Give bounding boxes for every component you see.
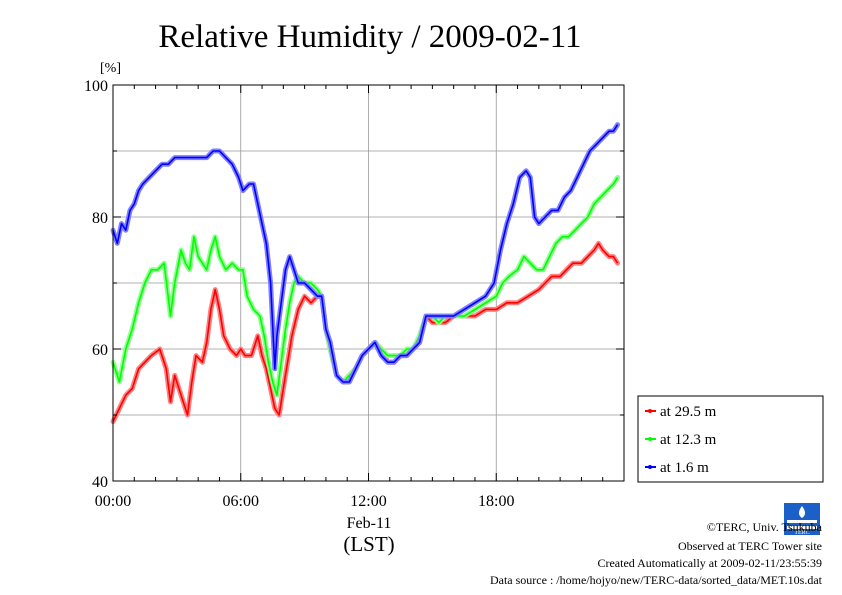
source-text: Data source : /home/hojyo/new/TERC-data/…	[490, 573, 823, 587]
legend-box	[637, 395, 824, 483]
y-axis-unit-label: [%]	[100, 61, 121, 76]
axis-ticks: 40 60 80 100 00:00 06:00 12:00 18:00	[84, 78, 625, 510]
series-line	[112, 124, 619, 383]
grid-lines	[113, 85, 624, 481]
site-text: Observed at TERC Tower site	[678, 539, 822, 553]
series-lines	[110, 122, 621, 425]
legend-items: at 29.5 m at 12.3 m at 1.6 m	[645, 404, 717, 476]
x-tick-label: 12:00	[350, 493, 386, 510]
terc-logo-text: TERC	[794, 530, 809, 536]
x-tick-label: 18:00	[478, 493, 514, 510]
legend-label: at 1.6 m	[660, 460, 709, 476]
y-tick-label: 100	[84, 78, 108, 95]
x-tick-label: 00:00	[95, 493, 131, 510]
legend-marker	[648, 409, 652, 413]
y-tick-label: 40	[92, 474, 108, 491]
legend-label: at 29.5 m	[660, 404, 717, 420]
x-tick-label: 06:00	[223, 493, 259, 510]
created-text: Created Automatically at 2009-02-11/23:5…	[597, 556, 822, 570]
series-halo	[110, 122, 621, 385]
legend-marker	[648, 437, 652, 441]
legend-label: at 12.3 m	[660, 432, 717, 448]
x-date-label: Feb-11	[347, 515, 392, 532]
y-tick-label: 80	[92, 210, 108, 227]
y-tick-label: 60	[92, 342, 108, 359]
terc-logo-drop-icon	[799, 506, 805, 518]
legend: at 29.5 m at 12.3 m at 1.6 m	[637, 395, 824, 483]
chart-title: Relative Humidity / 2009-02-11	[158, 19, 581, 55]
x-axis-label: (LST)	[343, 532, 394, 556]
legend-marker	[648, 465, 652, 469]
terc-logo: TERC	[784, 503, 820, 536]
terc-logo-wave-1	[787, 520, 817, 523]
credit-text: ©TERC, Univ. Tsukuba	[707, 520, 823, 534]
terc-logo-wave-2	[787, 526, 817, 529]
